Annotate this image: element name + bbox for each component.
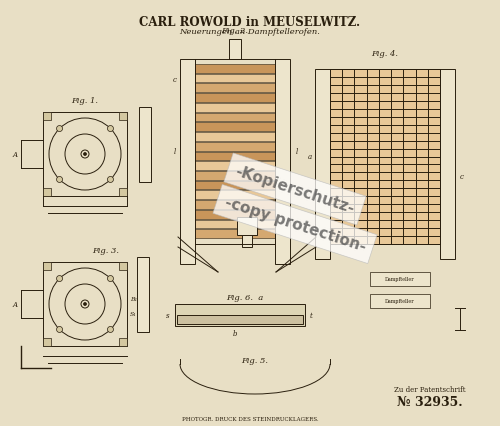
Text: Zu der Patentschrift: Zu der Patentschrift [394,385,466,393]
Bar [195,104,275,112]
Text: Dampfteller: Dampfteller [385,277,415,282]
Circle shape [108,276,114,282]
Circle shape [56,327,62,333]
Text: a: a [308,153,312,161]
Text: Fig. 1.: Fig. 1. [72,97,99,105]
Bar [229,40,241,60]
Bar [195,84,275,93]
Bar [195,220,275,229]
Bar [119,262,127,271]
Text: s: s [166,311,170,319]
Text: S₁: S₁ [130,312,137,317]
Bar [139,108,151,183]
Bar [195,201,275,209]
Text: c: c [460,173,464,181]
Text: l: l [296,148,298,155]
Bar [315,70,330,259]
Bar [43,262,127,346]
Text: № 32935.: № 32935. [397,396,463,409]
Bar [195,172,275,180]
Text: Fig. 6.  a: Fig. 6. a [226,294,264,301]
Bar [370,294,430,308]
Circle shape [84,303,86,306]
Bar [195,113,275,122]
Bar [440,70,455,259]
Bar [195,181,275,190]
Bar [180,60,195,265]
Text: A: A [13,151,18,158]
Bar [43,262,51,271]
Text: b: b [233,329,237,337]
Bar [330,70,440,245]
Text: CARL ROWOLD in MEUSELWITZ.: CARL ROWOLD in MEUSELWITZ. [140,15,360,29]
Text: Dampfteller: Dampfteller [385,299,415,304]
Text: Fig. 3.: Fig. 3. [92,246,120,254]
Bar [242,236,252,248]
Bar [119,189,127,196]
Bar [195,133,275,141]
Text: A: A [13,300,18,308]
Text: t: t [310,311,313,319]
Bar [119,338,127,346]
Text: Fig. 5.: Fig. 5. [242,356,268,364]
Bar [175,304,305,326]
Circle shape [108,177,114,183]
Bar [137,257,149,332]
Text: c: c [173,76,177,84]
Bar [195,65,275,74]
Text: PHOTOGR. DRUCK DES STEINDRUCKLAGERS.: PHOTOGR. DRUCK DES STEINDRUCKLAGERS. [182,417,318,421]
Text: -copy protection-: -copy protection- [222,195,368,254]
Circle shape [108,126,114,132]
Text: Fig. 4.: Fig. 4. [372,50,398,58]
Bar [195,123,275,132]
Bar [195,142,275,151]
Bar [195,191,275,200]
Bar [195,75,275,83]
Bar [195,230,275,239]
Bar [275,60,290,265]
Bar [119,113,127,121]
Text: B₁: B₁ [130,297,137,302]
Text: -Kopierschutz-: -Kopierschutz- [234,163,356,216]
Bar [43,338,51,346]
Circle shape [56,177,62,183]
Circle shape [108,327,114,333]
Text: Neuerungen an Dampftellerofen.: Neuerungen an Dampftellerofen. [180,28,320,36]
Bar [43,113,127,196]
Bar [195,162,275,170]
Bar [195,94,275,103]
Text: l: l [174,148,176,155]
Bar [43,189,51,196]
Bar [43,113,51,121]
Bar [195,210,275,219]
Circle shape [56,276,62,282]
Bar [237,218,257,236]
Circle shape [84,153,86,156]
Circle shape [56,126,62,132]
Bar [195,152,275,161]
Text: Fig. 2.: Fig. 2. [222,27,248,35]
Bar [370,272,430,286]
Bar [177,315,303,324]
